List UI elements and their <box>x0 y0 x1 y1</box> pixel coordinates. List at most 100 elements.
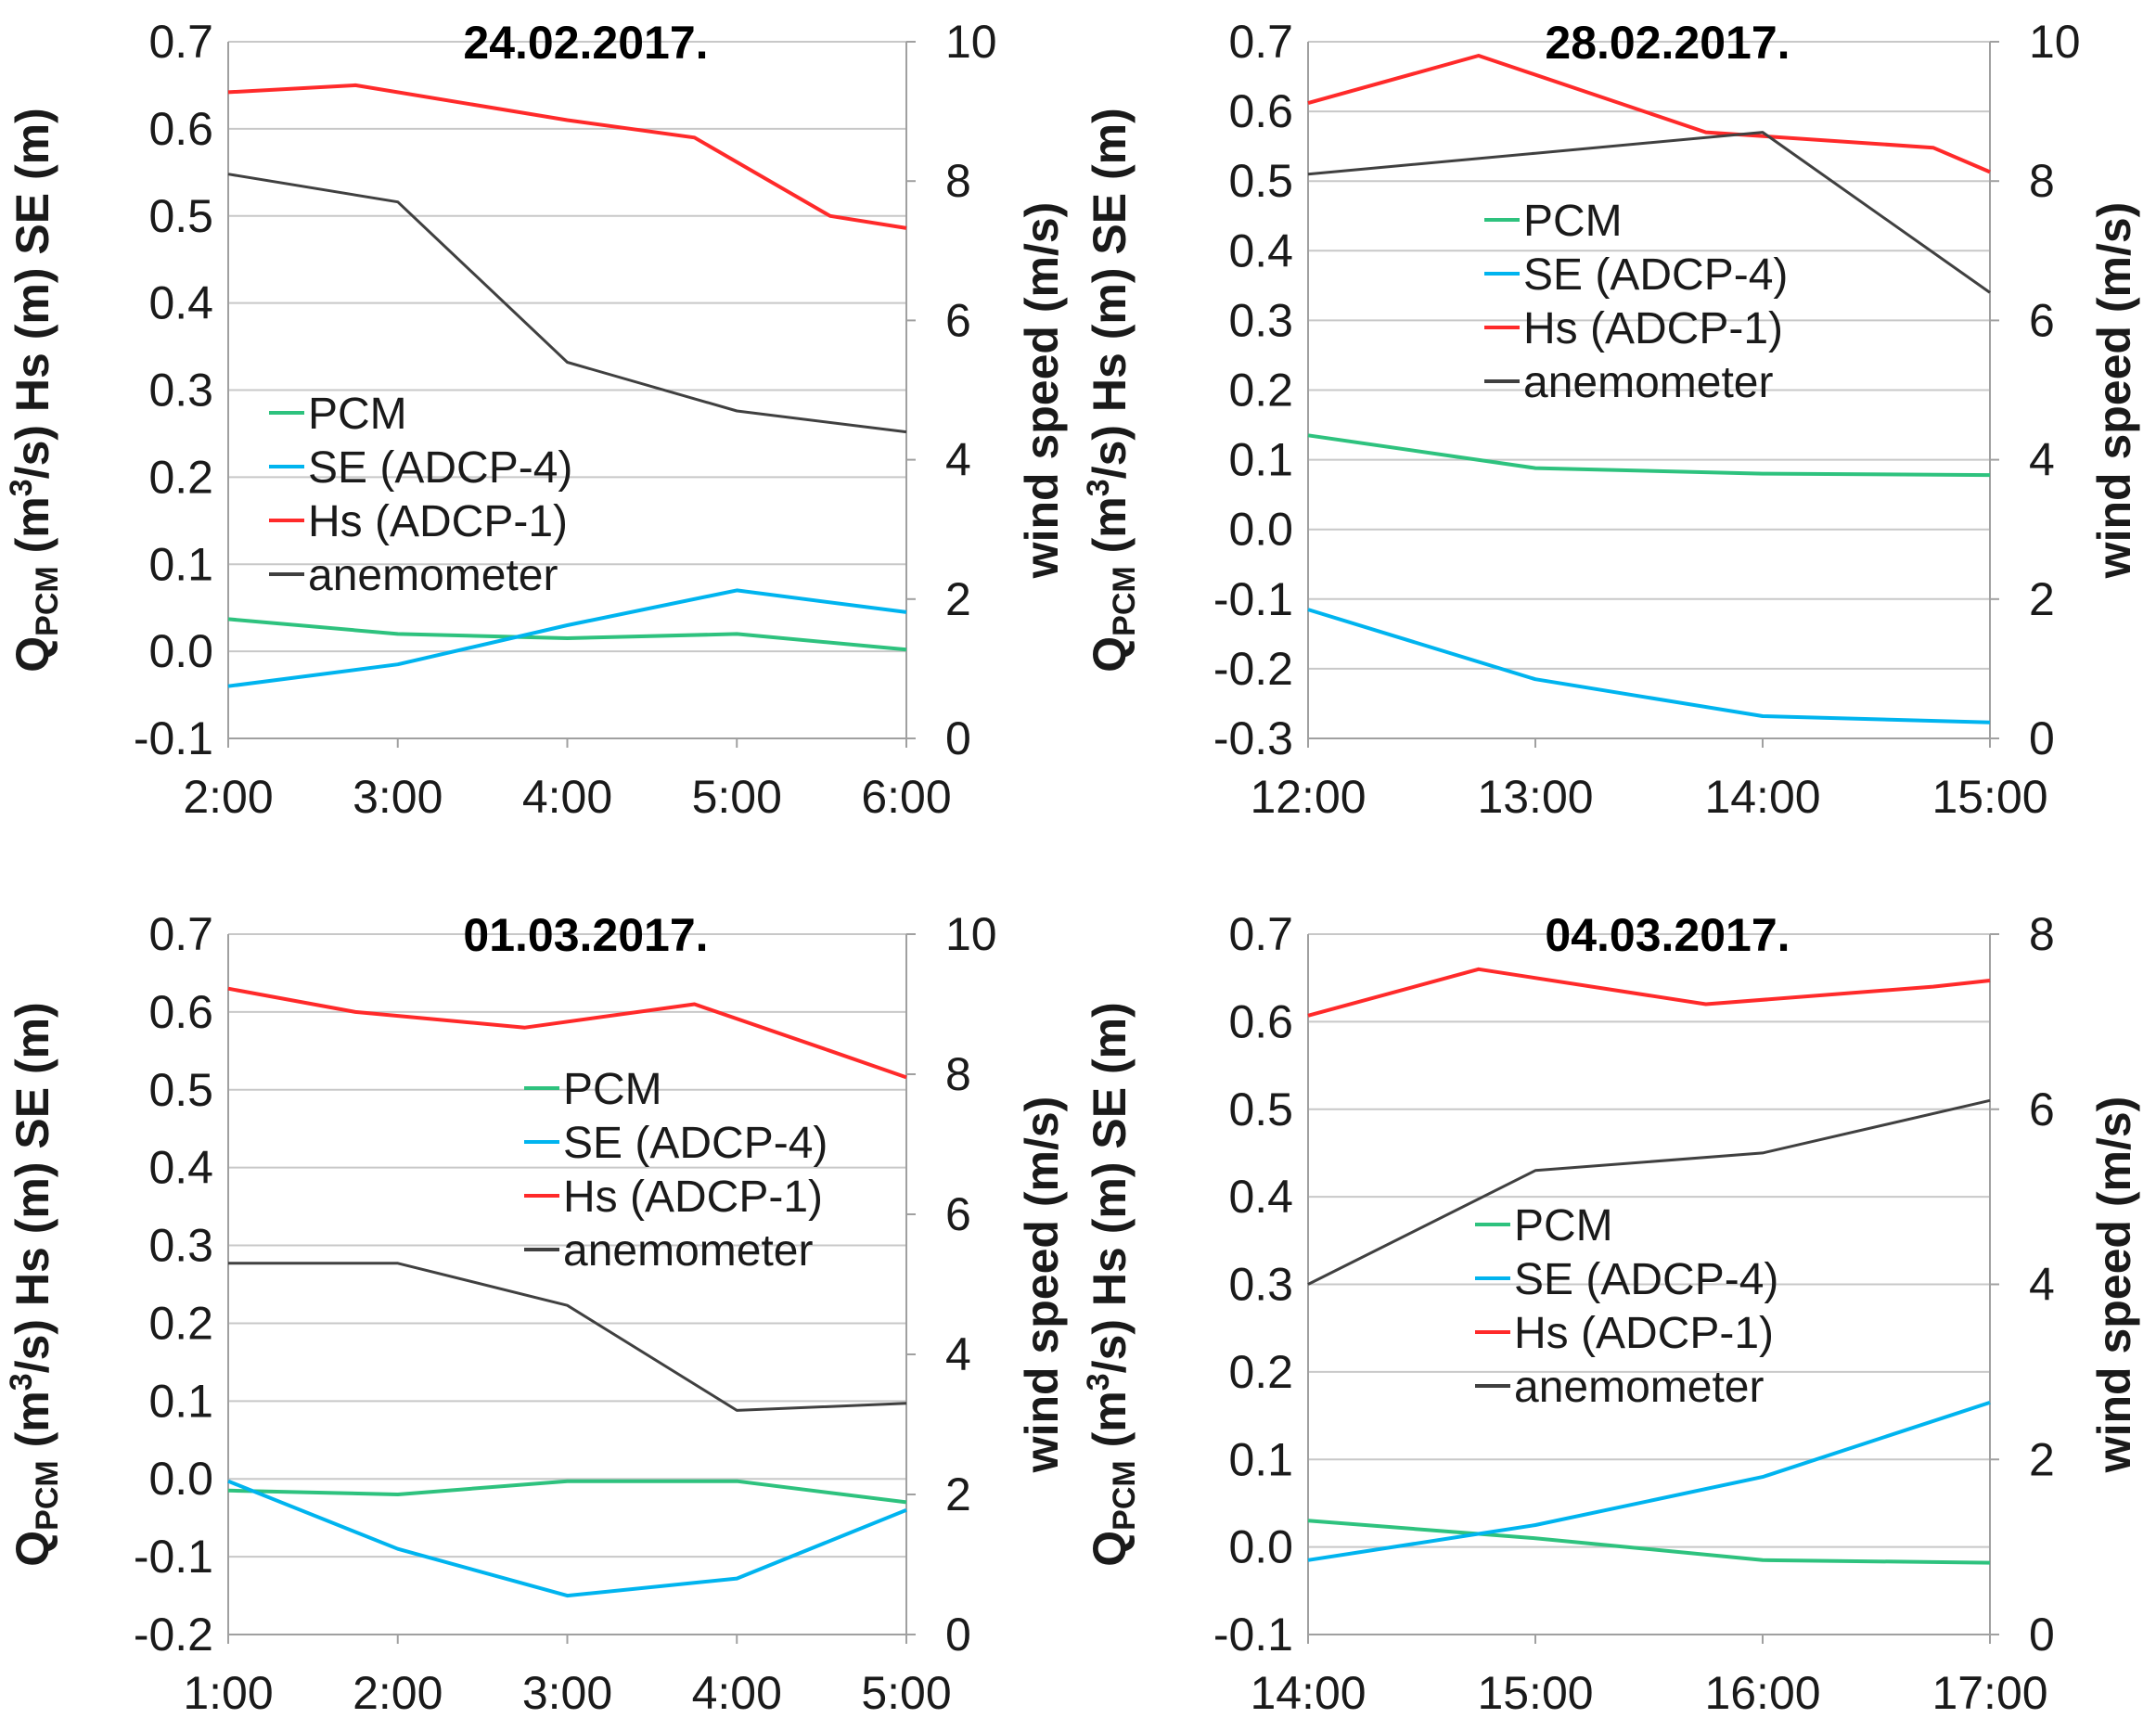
x-tick-label: 12:00 <box>1250 771 1366 823</box>
y-tick-label: 0.6 <box>1228 85 1293 137</box>
y-tick-label: 0.4 <box>1228 224 1293 276</box>
y-tick-label: 0.5 <box>1228 1083 1293 1135</box>
series-line-hs-adcp-1 <box>227 83 907 230</box>
legend-label: PCM <box>1523 197 1623 246</box>
y2-tick-label: 10 <box>945 908 997 960</box>
y-tick-label: 0.5 <box>148 190 213 242</box>
series-line-se-adcp-4 <box>1307 608 1991 724</box>
series-line-se-adcp-4 <box>1307 1400 1991 1562</box>
legend-label: Hs (ADCP-1) <box>1514 1309 1774 1358</box>
y-tick-label: 0.7 <box>1228 16 1293 68</box>
series-line-pcm <box>227 617 907 652</box>
y2-tick-label: 0 <box>945 1609 971 1660</box>
y-tick-label: 0.4 <box>1228 1171 1293 1223</box>
y-tick-label: 0.7 <box>1228 908 1293 960</box>
y2-tick-label: 10 <box>2029 16 2081 68</box>
x-tick-label: 5:00 <box>861 1667 951 1719</box>
y-tick-label: 0.1 <box>1228 1433 1293 1485</box>
y-tick-label: 0.4 <box>148 1142 213 1194</box>
y2-tick-label: 4 <box>2029 1259 2055 1311</box>
y-tick-label: -0.2 <box>1213 643 1293 695</box>
y-axis-title: QPCM (m3/s) Hs (m) SE (m) <box>1081 1002 1142 1566</box>
series-line-anemometer <box>228 1262 907 1412</box>
y-tick-label: 0.6 <box>148 103 213 155</box>
y2-tick-label: 8 <box>945 155 971 207</box>
chart-panel-1: -0.1 0.0 0.1 0.2 0.3 0.4 0.5 0.6 0.7 0 2 4 6 8 10 2:00 3… <box>4 16 1068 823</box>
y2-axis-title: wind speed (m/s) <box>1016 202 1068 580</box>
y2-tick-label: 8 <box>2029 155 2055 207</box>
legend-label: PCM <box>563 1065 662 1114</box>
x-tick-label: 2:00 <box>183 771 273 823</box>
y-tick-label: 0.6 <box>1228 995 1293 1047</box>
series-line-anemometer <box>1307 1098 1991 1286</box>
legend: PCM SE (ADCP-4) Hs (ADCP-1) anemometer <box>1475 1201 1778 1412</box>
y-tick-label: 0.2 <box>148 451 213 503</box>
y-tick-label: 0.1 <box>148 538 213 590</box>
legend-label: SE (ADCP-4) <box>308 443 572 493</box>
chart-panel-2: -0.3 -0.2 -0.1 0.0 0.1 0.2 0.3 0.4 0.5 0.6 0.7 0 2 4 6… <box>1081 16 2140 823</box>
y-tick-label: 0.2 <box>1228 1346 1293 1398</box>
series-line-pcm <box>227 1479 907 1505</box>
legend-label: PCM <box>308 390 407 439</box>
y-tick-label: -0.1 <box>1213 573 1293 625</box>
y-tick-label: -0.1 <box>1213 1609 1293 1660</box>
series-line-anemometer <box>1307 131 1991 294</box>
x-tick-label: 3:00 <box>522 1667 612 1719</box>
y-axis-title: QPCM (m3/s) Hs (m) SE (m) <box>4 1002 65 1566</box>
y-tick-label: 0.3 <box>1228 1259 1293 1311</box>
y-axis-title: QPCM (m3/s) Hs (m) SE (m) <box>1081 108 1142 672</box>
chart-title: 04.03.2017. <box>1545 909 1790 961</box>
y-tick-label: -0.3 <box>1213 712 1293 764</box>
y2-tick-label: 0 <box>2029 1609 2055 1660</box>
chart-title: 24.02.2017. <box>463 17 708 69</box>
series-line-hs-adcp-1 <box>1307 967 1991 1018</box>
y-tick-label: 0.6 <box>148 986 213 1038</box>
legend-label: PCM <box>1514 1201 1613 1250</box>
series-line-hs-adcp-1 <box>227 986 907 1080</box>
y-tick-label: 0.1 <box>1228 434 1293 486</box>
y2-axis-title: wind speed (m/s) <box>2088 202 2140 580</box>
series-line-pcm <box>1307 433 1991 478</box>
y2-tick-label: 8 <box>2029 908 2055 960</box>
series-line-hs-adcp-1 <box>1307 54 1991 174</box>
legend-label: SE (ADCP-4) <box>1523 250 1788 300</box>
y2-tick-label: 2 <box>945 573 971 625</box>
y2-tick-label: 0 <box>2029 712 2055 764</box>
x-tick-label: 2:00 <box>353 1667 443 1719</box>
legend-label: anemometer <box>308 551 558 600</box>
x-tick-label: 4:00 <box>522 771 612 823</box>
y-tick-label: 0.2 <box>1228 365 1293 417</box>
x-tick-label: 6:00 <box>861 771 951 823</box>
x-tick-label: 15:00 <box>1931 771 2047 823</box>
series-line-se-adcp-4 <box>227 588 907 688</box>
x-tick-label: 14:00 <box>1250 1667 1366 1719</box>
legend-label: anemometer <box>1514 1363 1764 1412</box>
legend-label: SE (ADCP-4) <box>1514 1255 1778 1304</box>
x-tick-label: 14:00 <box>1704 771 1820 823</box>
legend-label: Hs (ADCP-1) <box>1523 304 1783 353</box>
y-tick-label: -0.2 <box>134 1609 213 1660</box>
x-tick-label: 16:00 <box>1704 1667 1820 1719</box>
y2-axis-title: wind speed (m/s) <box>1016 1096 1068 1474</box>
y-tick-label: 0.0 <box>148 1453 213 1505</box>
y-tick-label: -0.1 <box>134 712 213 764</box>
y2-tick-label: 6 <box>945 1188 971 1240</box>
y-tick-label: 0.0 <box>148 625 213 677</box>
y2-tick-label: 0 <box>945 712 971 764</box>
y-tick-label: 0.2 <box>148 1297 213 1349</box>
y-tick-label: 0.7 <box>148 908 213 960</box>
y-axis-title: QPCM (m3/s) Hs (m) SE (m) <box>4 108 65 672</box>
x-tick-label: 15:00 <box>1477 1667 1593 1719</box>
x-tick-label: 3:00 <box>353 771 443 823</box>
y-tick-label: 0.7 <box>148 16 213 68</box>
x-tick-label: 1:00 <box>183 1667 273 1719</box>
legend-label: anemometer <box>1523 358 1773 407</box>
y-tick-label: 0.3 <box>148 1220 213 1272</box>
legend-label: Hs (ADCP-1) <box>563 1173 823 1222</box>
y-tick-label: 0.3 <box>148 365 213 417</box>
y2-tick-label: 10 <box>945 16 997 68</box>
y2-tick-label: 8 <box>945 1048 971 1100</box>
